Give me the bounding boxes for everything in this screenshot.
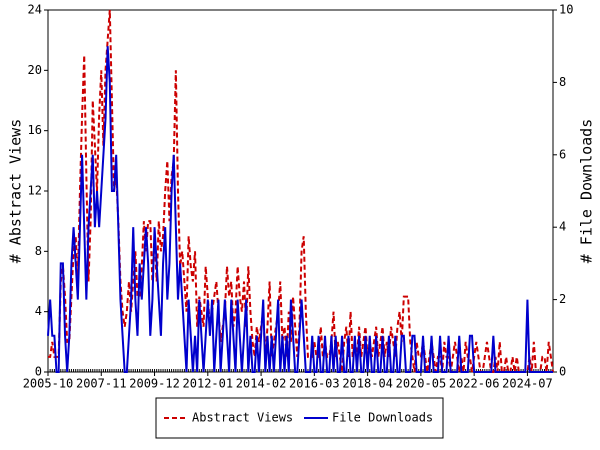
legend-label: Abstract Views	[192, 411, 293, 425]
y2-tick-label: 2	[559, 292, 566, 306]
x-tick-label: 2005-10	[23, 377, 74, 391]
y-tick-label: 0	[35, 365, 42, 379]
y-tick-label: 8	[35, 244, 42, 258]
x-tick-label: 2007-11	[76, 377, 127, 391]
x-tick-label: 2012-01	[183, 377, 234, 391]
y2-axis-label: # File Downloads	[578, 119, 596, 264]
legend-label: File Downloads	[332, 411, 433, 425]
x-tick-label: 2018-04	[342, 377, 393, 391]
y2-tick-label: 10	[559, 3, 573, 17]
y-axis-label: # Abstract Views	[7, 119, 25, 264]
y2-tick-label: 8	[559, 75, 566, 89]
y2-tick-label: 0	[559, 365, 566, 379]
legend-box	[155, 397, 444, 439]
series-line	[47, 46, 553, 373]
y-tick-label: 16	[28, 123, 42, 137]
y-tick-label: 4	[35, 304, 42, 318]
x-tick-label: 2020-05	[396, 377, 447, 391]
y-tick-label: 20	[28, 63, 42, 77]
x-tick-label: 2024-07	[502, 377, 553, 391]
y2-tick-label: 4	[559, 220, 566, 234]
y-tick-label: 12	[28, 184, 42, 198]
y-tick-label: 24	[28, 3, 42, 17]
x-tick-label: 2022-06	[449, 377, 500, 391]
x-tick-label: 2009-12	[129, 377, 180, 391]
x-tick-label: 2016-03	[289, 377, 340, 391]
x-tick-label: 2014-02	[236, 377, 287, 391]
y2-tick-label: 6	[559, 147, 566, 161]
